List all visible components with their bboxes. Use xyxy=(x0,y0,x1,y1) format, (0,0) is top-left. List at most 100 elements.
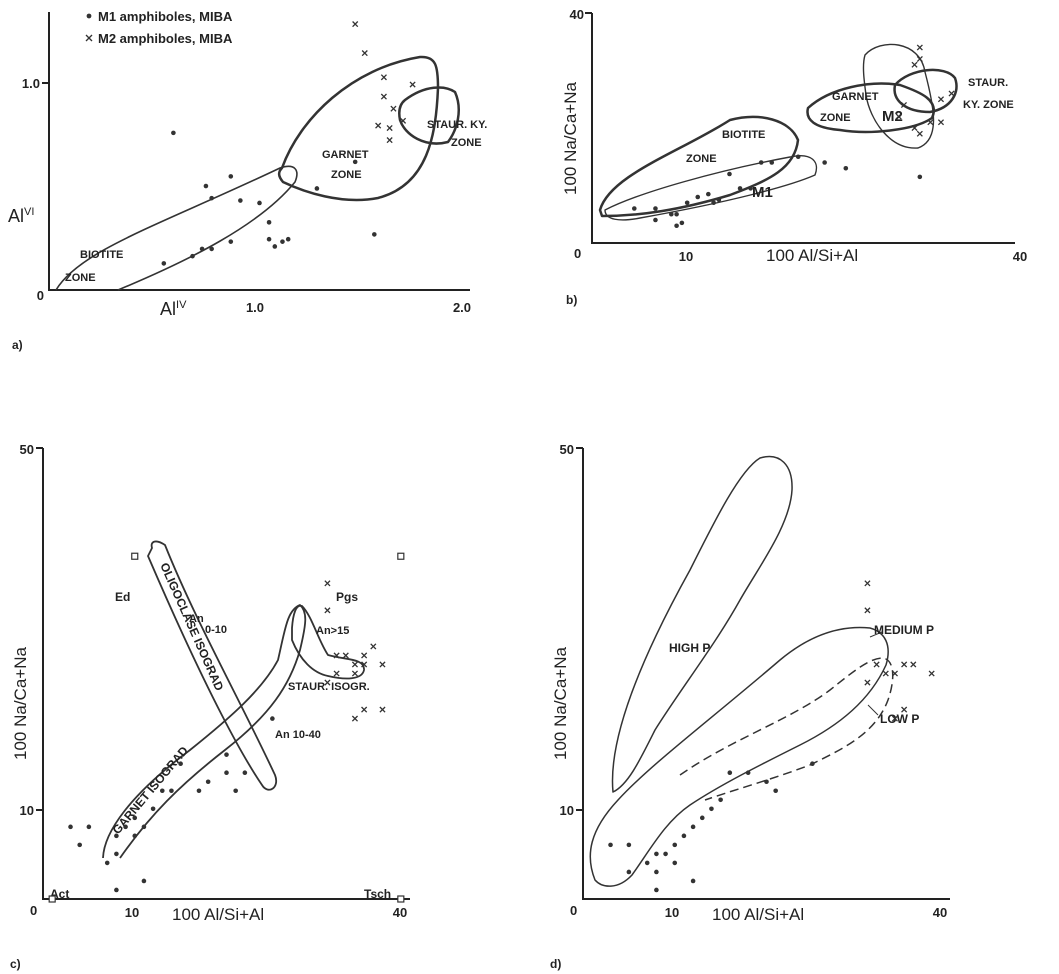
m2-point xyxy=(324,580,331,587)
m1-point xyxy=(205,779,211,785)
m1-point xyxy=(672,842,678,848)
m1-point xyxy=(632,206,637,211)
m1-point xyxy=(654,887,659,893)
field-low-p xyxy=(679,657,894,801)
m2-point xyxy=(342,652,349,659)
xtick-a-2: 2.0 xyxy=(453,300,471,315)
m2-point xyxy=(333,652,340,659)
m2-point xyxy=(911,124,918,132)
m1-point xyxy=(709,806,714,812)
m2-point xyxy=(409,81,416,88)
leader-medium-p xyxy=(869,631,883,638)
m1-point xyxy=(352,159,358,165)
axis-a xyxy=(48,12,470,291)
m1-point xyxy=(695,194,701,200)
m1-point xyxy=(674,211,679,217)
m1-point xyxy=(674,223,679,229)
m2-point xyxy=(379,706,386,713)
m1-point xyxy=(711,200,716,206)
m2-point xyxy=(352,21,359,28)
m1-point xyxy=(141,824,147,830)
m1-point xyxy=(161,261,167,266)
m2-point xyxy=(895,113,902,120)
ytick-d-50: 50 xyxy=(560,442,574,457)
m1-point xyxy=(209,195,214,201)
xtick-d-1: 10 xyxy=(665,905,679,920)
label-zone-a3: ZONE xyxy=(451,137,482,149)
xtick-c-1: 10 xyxy=(125,905,139,920)
label-zone-b2: ZONE xyxy=(820,112,851,124)
m1-point xyxy=(769,160,775,165)
m1-point xyxy=(654,851,659,857)
m1-point xyxy=(266,236,272,242)
label-an: An xyxy=(189,613,204,625)
m1-point xyxy=(86,824,92,830)
m2-point xyxy=(916,130,923,137)
m1-point xyxy=(199,246,205,252)
m1-point xyxy=(171,130,176,136)
field-biotite-zone xyxy=(55,165,298,291)
m1-point xyxy=(795,154,801,160)
label-pgs: Pgs xyxy=(336,590,358,604)
m2-point xyxy=(386,137,393,144)
m2-point xyxy=(351,661,359,668)
m1-point xyxy=(114,851,119,857)
m1-point xyxy=(257,200,262,206)
m1-point xyxy=(716,197,722,203)
label-ed: Ed xyxy=(115,590,130,604)
legend-m2-label: M2 amphiboles, MIBA xyxy=(98,31,233,46)
label-an-15: An>15 xyxy=(316,625,349,637)
m2-point xyxy=(380,74,387,81)
m1-point xyxy=(280,239,285,244)
m2-point xyxy=(864,679,871,686)
field-high-p xyxy=(611,455,793,793)
m1-point xyxy=(314,186,320,191)
label-zone-a2: ZONE xyxy=(331,169,362,181)
legend-x-marker xyxy=(85,34,93,42)
m1-point xyxy=(238,198,243,203)
panel-label-d: d) xyxy=(550,957,561,971)
label-m2: M2 xyxy=(882,108,903,125)
m1-point xyxy=(608,842,613,848)
field-medium-p xyxy=(589,626,889,887)
m1-point xyxy=(810,761,815,766)
m1-point xyxy=(626,869,632,875)
m1-point xyxy=(270,716,275,721)
m1-point xyxy=(653,217,658,223)
label-zone-b1: ZONE xyxy=(686,153,717,165)
m1-point xyxy=(178,761,183,766)
end-member-point xyxy=(397,552,405,560)
field-garnet-zone-b xyxy=(806,82,935,134)
m2-point xyxy=(333,670,340,677)
m1-point xyxy=(626,842,632,848)
m1-point xyxy=(727,770,733,776)
x-label-a-main: Al xyxy=(160,299,176,319)
m1-point xyxy=(114,887,119,893)
m1-point xyxy=(748,186,753,191)
m1-point xyxy=(132,833,138,839)
axis-b xyxy=(591,13,1015,244)
label-high-p: HIGH P xyxy=(669,641,710,655)
axis-c xyxy=(42,448,410,900)
marks-b xyxy=(632,44,955,229)
m2-point xyxy=(900,101,908,109)
end-member-point xyxy=(397,895,405,903)
label-an-10-40: An 10-40 xyxy=(275,729,321,741)
m1-point xyxy=(209,246,214,252)
m2-point xyxy=(351,670,359,677)
x-label-a-sup: IV xyxy=(176,299,187,311)
m2-point xyxy=(361,661,368,668)
m1-point xyxy=(228,174,234,179)
x-label-d: 100 Al/Si+Al xyxy=(712,905,804,924)
m2-point xyxy=(891,715,899,722)
x-label-c: 100 Al/Si+Al xyxy=(172,905,264,924)
m1-point xyxy=(114,833,119,839)
m2-point xyxy=(386,124,393,132)
m1-point xyxy=(150,806,156,812)
legend-dot-marker xyxy=(86,13,92,19)
m1-point xyxy=(706,191,711,197)
field-biotite-zone-b xyxy=(598,115,800,218)
m2-point xyxy=(891,670,899,677)
m2-point xyxy=(324,679,331,686)
